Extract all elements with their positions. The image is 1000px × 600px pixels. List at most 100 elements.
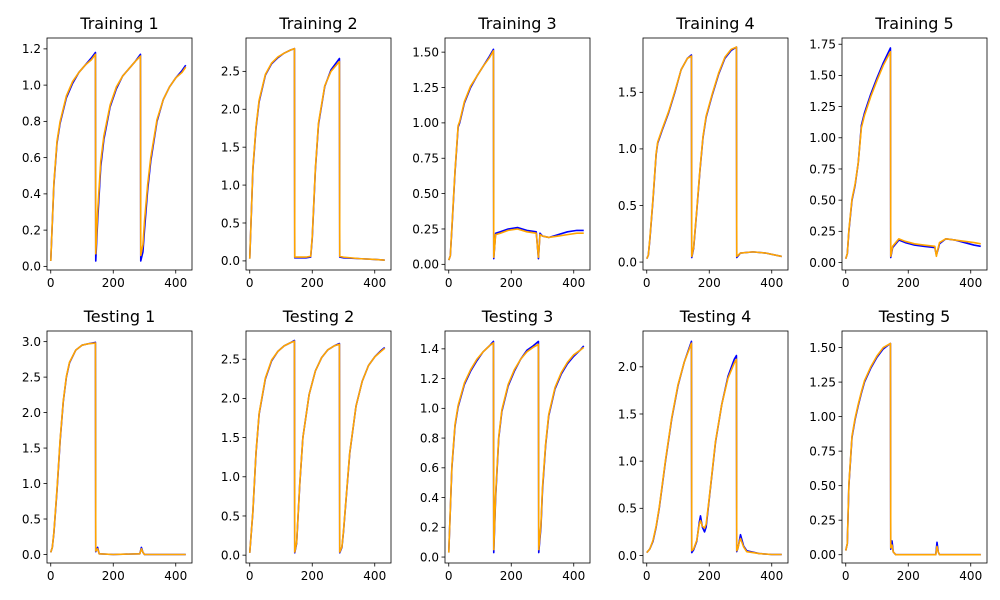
series-group <box>49 341 186 556</box>
series-line-orange <box>49 342 186 556</box>
y-tick-label: 0.4 <box>420 491 439 505</box>
x-tick-label: 0 <box>445 276 453 290</box>
subplot-4: 0 200 400 0.0 0.5 1.0 1.5 Training 4 <box>618 14 789 290</box>
subplot-title: Testing 1 <box>83 307 156 326</box>
y-tick-label: 1.0 <box>22 477 41 491</box>
subplot-title: Training 5 <box>874 14 953 33</box>
axes-frame <box>841 330 988 564</box>
y-tick-label: 0.25 <box>809 225 836 239</box>
y-tick-label: 1.5 <box>221 140 240 154</box>
y-tick-label: 1.0 <box>221 178 240 192</box>
y-tick-label: 0.2 <box>22 223 41 237</box>
series-group <box>447 340 585 554</box>
axes-frame <box>444 330 591 564</box>
series-group <box>248 339 386 554</box>
series-group <box>844 342 981 556</box>
series-line-orange <box>248 47 385 261</box>
subplot-title: Testing 3 <box>481 307 554 326</box>
y-tick-label: 1.0 <box>618 142 637 156</box>
y-tick-label: 1.75 <box>809 38 836 52</box>
x-tick-label: 400 <box>363 569 386 583</box>
y-tick-label: 0.0 <box>22 548 41 562</box>
y-tick-label: 1.50 <box>809 341 836 355</box>
axes-frame <box>444 37 591 271</box>
x-tick-label: 200 <box>897 569 920 583</box>
series-group <box>646 46 782 260</box>
y-tick-label: 1.0 <box>221 470 240 484</box>
y-tick-label: 0.00 <box>809 256 836 270</box>
y-tick-label: 0.0 <box>420 550 439 564</box>
series-group <box>49 51 187 262</box>
subplot-10: 0 200 400 0.00 0.25 0.50 0.75 1.00 1.25 1.50 Testi… <box>809 307 988 583</box>
x-tick-label: 400 <box>562 276 585 290</box>
x-tick-label: 200 <box>500 569 523 583</box>
y-tick-label: 0.5 <box>618 199 637 213</box>
x-tick-label: 0 <box>47 276 55 290</box>
panels: 0 200 400 0.0 0.2 0.4 0.6 0.8 1.0 1.2 Training 1 0 2… <box>22 14 988 583</box>
series-group <box>646 340 782 556</box>
y-tick-label: 0.5 <box>618 502 637 516</box>
x-tick-label: 400 <box>959 276 982 290</box>
x-tick-label: 200 <box>102 569 125 583</box>
y-tick-label: 0.5 <box>221 509 240 523</box>
subplot-title: Testing 4 <box>679 307 752 326</box>
y-tick-label: 2.5 <box>221 65 240 79</box>
y-tick-label: 1.5 <box>221 431 240 445</box>
y-tick-label: 2.0 <box>618 360 637 374</box>
x-tick-label: 0 <box>246 276 254 290</box>
x-tick-label: 200 <box>500 276 523 290</box>
x-tick-label: 0 <box>842 569 850 583</box>
y-tick-label: 1.5 <box>618 407 637 421</box>
x-tick-label: 200 <box>897 276 920 290</box>
y-tick-label: 0.0 <box>221 548 240 562</box>
y-tick-label: 0.25 <box>412 222 439 236</box>
y-tick-label: 0.2 <box>420 521 439 535</box>
y-tick-label: 3.0 <box>22 335 41 349</box>
y-tick-label: 1.00 <box>809 131 836 145</box>
x-tick-label: 0 <box>47 569 55 583</box>
series-group <box>248 47 385 261</box>
y-tick-label: 0.50 <box>809 193 836 207</box>
x-tick-label: 400 <box>164 569 187 583</box>
y-tick-label: 2.0 <box>22 406 41 420</box>
series-line-orange <box>646 342 782 556</box>
y-tick-label: 0.00 <box>809 548 836 562</box>
series-line-orange <box>49 53 187 261</box>
y-tick-label: 1.50 <box>412 45 439 59</box>
x-tick-label: 200 <box>301 569 324 583</box>
y-tick-label: 1.25 <box>809 375 836 389</box>
subplot-9: 0 200 400 0.0 0.5 1.0 1.5 2.0 Testing 4 <box>618 307 789 583</box>
y-tick-label: 2.0 <box>221 392 240 406</box>
axes-frame <box>46 330 193 564</box>
series-line-orange <box>844 342 981 556</box>
x-tick-label: 400 <box>562 569 585 583</box>
subplot-title: Training 4 <box>675 14 754 33</box>
series-line-orange <box>447 49 584 261</box>
y-tick-label: 2.0 <box>221 103 240 117</box>
y-tick-label: 1.25 <box>412 81 439 95</box>
series-line-orange <box>844 50 981 260</box>
subplot-5: 0 200 400 0.00 0.25 0.50 0.75 1.00 1.25 1.50 1.75 T… <box>809 14 988 290</box>
y-tick-label: 0.6 <box>420 461 439 475</box>
x-tick-label: 200 <box>698 276 721 290</box>
y-tick-label: 1.0 <box>420 402 439 416</box>
y-tick-label: 0.50 <box>412 187 439 201</box>
x-tick-label: 200 <box>698 569 721 583</box>
y-tick-label: 0.8 <box>22 115 41 129</box>
x-tick-label: 400 <box>164 276 187 290</box>
y-tick-label: 0.5 <box>221 216 240 230</box>
y-tick-label: 2.5 <box>221 353 240 367</box>
x-tick-label: 400 <box>760 276 783 290</box>
y-tick-label: 1.5 <box>22 441 41 455</box>
axes-frame <box>46 37 193 271</box>
y-tick-label: 0.0 <box>221 254 240 268</box>
subplot-6: 0 200 400 0.0 0.5 1.0 1.5 2.0 2.5 3.0 Testing 1 <box>22 307 193 583</box>
y-tick-label: 1.00 <box>809 410 836 424</box>
x-tick-label: 0 <box>643 569 651 583</box>
subplot-3: 0 200 400 0.00 0.25 0.50 0.75 1.00 1.25 1.50 Train… <box>412 14 591 290</box>
x-tick-label: 400 <box>363 276 386 290</box>
x-tick-label: 400 <box>959 569 982 583</box>
series-line-orange <box>248 340 386 553</box>
subplot-7: 0 200 400 0.0 0.5 1.0 1.5 2.0 2.5 Testing 2 <box>221 307 392 583</box>
